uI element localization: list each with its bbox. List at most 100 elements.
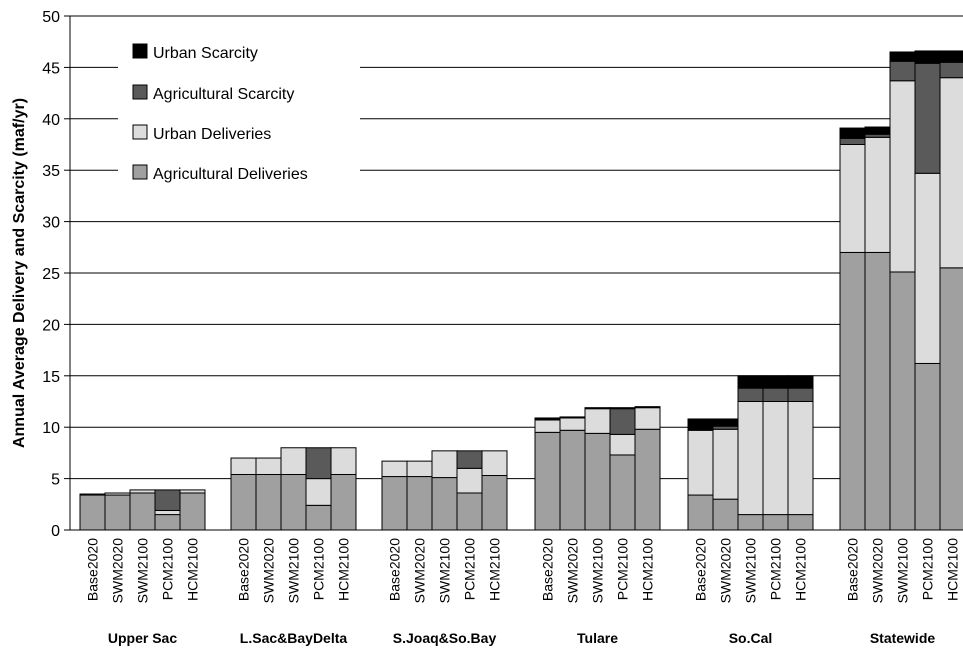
group-labels: Upper Sac L.Sac&BayDelta S.Joaq&So.Bay Tula… — [108, 630, 936, 646]
y-tick-label: 50 — [42, 9, 60, 26]
y-tick-label: 5 — [51, 472, 60, 489]
y-tick-label: 40 — [42, 112, 60, 129]
legend-swatch-urban-deliveries — [132, 124, 148, 140]
bar-segment — [687, 494, 714, 531]
bar-segment — [230, 473, 257, 531]
x-tick-label: PCM2100 — [920, 538, 936, 600]
bar-segment — [737, 401, 764, 516]
group-label: L.Sac&BayDelta — [240, 630, 348, 646]
bar-segment — [712, 498, 739, 531]
x-tick-label: PCM2100 — [160, 538, 176, 600]
bar-segment — [787, 401, 814, 516]
bar-segment — [406, 476, 433, 531]
bar-segment — [305, 504, 332, 531]
bar-segment — [762, 401, 789, 516]
bar-segment — [559, 429, 586, 531]
bar-segment — [609, 454, 636, 531]
bar-segment — [559, 416, 586, 419]
x-tick-label: SWM2020 — [110, 538, 126, 604]
bar-segment — [305, 478, 332, 506]
bar-segment — [839, 127, 866, 139]
bar-segment — [634, 407, 661, 430]
x-tick-label: Base2020 — [236, 538, 252, 601]
y-axis-title: Annual Average Delivery and Scarcity (ma… — [11, 98, 28, 448]
x-tick-label: Base2020 — [693, 538, 709, 601]
bar-segment — [104, 492, 131, 496]
bar-segment — [104, 494, 131, 531]
bar-segment — [839, 251, 866, 531]
bar-segment — [889, 80, 916, 273]
bar-segment — [939, 50, 963, 63]
x-tick-label: PCM2100 — [462, 538, 478, 600]
x-tick-label: Base2020 — [540, 538, 556, 601]
bar-segment — [712, 428, 739, 500]
y-tick-label: 0 — [51, 523, 60, 540]
bar-segment — [559, 417, 586, 431]
bar-segment — [939, 61, 963, 79]
bar-segment — [431, 477, 458, 531]
bar-segment — [534, 417, 561, 421]
bar-segment — [762, 375, 789, 389]
bar-segment — [381, 476, 408, 531]
bar-segment — [889, 51, 916, 62]
bar-segment — [914, 50, 941, 64]
x-tick-label: SWM2100 — [590, 538, 606, 604]
legend-label-agricultural-deliveries: Agricultural Deliveries — [153, 166, 308, 183]
bar-segment — [839, 144, 866, 253]
bar-segment — [79, 493, 106, 496]
y-tick-label: 10 — [42, 420, 60, 437]
bar-segment — [914, 172, 941, 364]
x-tick-labels: Base2020 SWM2020 SWM2100 PCM2100 HCM2100 Base… — [85, 538, 961, 604]
x-tick-label: SWM2020 — [412, 538, 428, 604]
y-tick-labels: 0 5 10 15 20 25 30 35 40 45 50 — [42, 9, 60, 540]
legend: Urban Scarcity Agricultural Scarcity Urb… — [118, 30, 360, 192]
x-tick-label: Base2020 — [85, 538, 101, 601]
x-tick-label: SWM2100 — [135, 538, 151, 604]
bar-segment — [179, 489, 206, 494]
legend-background — [118, 30, 360, 192]
x-tick-label: Base2020 — [387, 538, 403, 601]
bar-segment — [864, 136, 891, 253]
x-tick-label: HCM2100 — [945, 538, 961, 601]
y-tick-label: 20 — [42, 317, 60, 334]
x-tick-label: HCM2100 — [336, 538, 352, 601]
bar-segment — [456, 450, 483, 469]
bar-segment — [737, 387, 764, 402]
x-tick-label: PCM2100 — [615, 538, 631, 600]
bar-segment — [864, 251, 891, 531]
y-tick-label: 35 — [42, 163, 60, 180]
x-tick-label: PCM2100 — [311, 538, 327, 600]
bar-segment — [939, 77, 963, 269]
group-label: Statewide — [870, 630, 936, 646]
group-label: Tulare — [577, 630, 618, 646]
bar-segment — [79, 494, 106, 531]
bar-segment — [584, 432, 611, 531]
bar-segment — [584, 408, 611, 434]
bar-segment — [330, 473, 357, 531]
bar-segment — [230, 457, 257, 475]
y-tick-label: 45 — [42, 60, 60, 77]
bar-segment — [687, 429, 714, 496]
bar-segment — [534, 431, 561, 531]
x-tick-label: PCM2100 — [768, 538, 784, 600]
bar-segment — [609, 408, 636, 435]
bar-segment — [737, 514, 764, 531]
legend-swatch-agricultural-deliveries — [132, 164, 148, 180]
bar-segment — [889, 60, 916, 82]
bar-segment — [481, 475, 508, 531]
bar-segment — [889, 271, 916, 531]
bar-segment — [255, 473, 282, 531]
bar-segment — [534, 419, 561, 433]
legend-label-agricultural-scarcity: Agricultural Scarcity — [153, 86, 294, 103]
bar-segment — [634, 406, 661, 409]
group-label: So.Cal — [729, 630, 773, 646]
bar-segment — [154, 489, 181, 511]
bar-segment — [305, 447, 332, 480]
x-tick-label: SWM2100 — [895, 538, 911, 604]
bar-segment — [634, 428, 661, 531]
x-tick-label: HCM2100 — [185, 538, 201, 601]
bar-segment — [864, 126, 891, 135]
bar-segment — [609, 407, 636, 410]
x-tick-label: SWM2100 — [743, 538, 759, 604]
